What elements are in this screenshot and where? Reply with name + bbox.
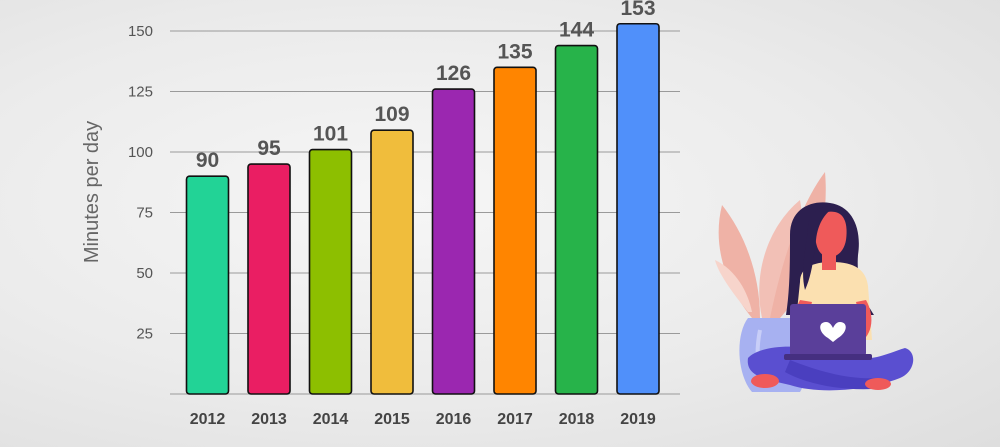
x-tick-label-2012: 2012 — [190, 411, 226, 428]
value-label-2015: 109 — [374, 103, 409, 126]
y-tick-label: 25 — [136, 326, 153, 343]
x-tick-label-2013: 2013 — [251, 411, 287, 428]
x-tick-label-2015: 2015 — [374, 411, 410, 428]
value-label-2017: 135 — [497, 40, 532, 63]
category-labels: 2012 2013 2014 2015 2016 2017 2018 2019 — [190, 411, 656, 428]
x-tick-label-2014: 2014 — [313, 411, 349, 428]
x-tick-label-2019: 2019 — [620, 411, 656, 428]
value-label-2019: 153 — [620, 0, 655, 20]
y-tick-label: 50 — [136, 265, 153, 282]
bar-2017 — [493, 66, 537, 395]
y-tick-labels: 25 50 75 100 125 150 — [128, 23, 153, 343]
value-label-2016: 126 — [436, 62, 471, 85]
x-tick-label-2018: 2018 — [559, 411, 595, 428]
value-label-2013: 95 — [257, 137, 281, 160]
bars — [185, 22, 660, 395]
bar-2014 — [308, 148, 353, 395]
x-tick-label-2016: 2016 — [436, 411, 472, 428]
bar-2018 — [554, 44, 599, 395]
y-tick-label: 125 — [128, 84, 153, 101]
y-tick-label: 150 — [128, 23, 153, 40]
bar-2013 — [247, 163, 291, 395]
value-label-2018: 144 — [559, 19, 594, 42]
y-tick-label: 100 — [128, 144, 153, 161]
grid-lines — [170, 30, 680, 395]
bar-2012 — [185, 175, 230, 395]
y-axis-title: Minutes per day — [81, 121, 103, 263]
value-labels: 90 95 101 109 126 135 144 153 — [196, 0, 656, 172]
bar-2019 — [616, 22, 660, 395]
bar-2016 — [431, 88, 476, 395]
woman-with-laptop-illustration — [715, 172, 914, 392]
y-tick-label: 75 — [136, 205, 153, 222]
value-label-2014: 101 — [313, 123, 348, 146]
value-label-2012: 90 — [196, 149, 219, 172]
bar-2015 — [370, 129, 414, 395]
x-tick-label-2017: 2017 — [497, 411, 533, 428]
